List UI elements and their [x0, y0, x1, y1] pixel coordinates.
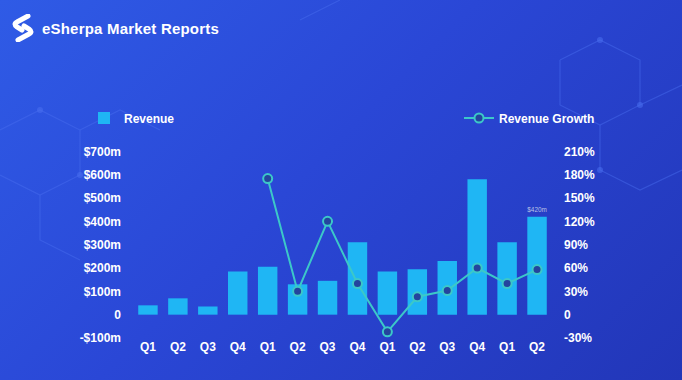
svg-text:Q1: Q1	[379, 340, 395, 354]
svg-text:Q3: Q3	[200, 340, 216, 354]
svg-text:Q4: Q4	[349, 340, 365, 354]
svg-text:$420m: $420m	[527, 206, 546, 213]
svg-text:0: 0	[114, 308, 121, 322]
svg-text:Q4: Q4	[469, 340, 485, 354]
svg-text:-$100m: -$100m	[80, 331, 121, 345]
svg-text:$400m: $400m	[84, 215, 121, 229]
svg-text:$100m: $100m	[84, 285, 121, 299]
svg-text:Q2: Q2	[290, 340, 306, 354]
svg-text:Q2: Q2	[170, 340, 186, 354]
svg-text:Q1: Q1	[260, 340, 276, 354]
svg-text:$500m: $500m	[84, 191, 121, 205]
svg-text:$600m: $600m	[84, 168, 121, 182]
svg-text:210%: 210%	[564, 144, 595, 158]
svg-text:$700m: $700m	[84, 144, 121, 158]
html-text:eSherpa Market Reports: eSherpa Market Reports	[42, 19, 219, 37]
svg-text:Q4: Q4	[230, 340, 246, 354]
svg-text:Q3: Q3	[320, 340, 336, 354]
svg-text:$200m: $200m	[84, 261, 121, 275]
svg-text:$300m: $300m	[84, 238, 121, 252]
svg-text:Q2: Q2	[409, 340, 425, 354]
svg-text:Revenue: Revenue	[124, 112, 174, 126]
svg-text:Q2: Q2	[529, 340, 545, 354]
svg-text:-30%: -30%	[564, 331, 592, 345]
svg-text:0: 0	[564, 308, 571, 322]
svg-text:Revenue Growth: Revenue Growth	[499, 112, 594, 126]
svg-text:120%: 120%	[564, 215, 595, 229]
svg-text:150%: 150%	[564, 191, 595, 205]
svg-text:180%: 180%	[564, 168, 595, 182]
svg-text:Q3: Q3	[439, 340, 455, 354]
svg-text:Q1: Q1	[499, 340, 515, 354]
svg-text:Q1: Q1	[140, 340, 156, 354]
svg-text:60%: 60%	[564, 261, 588, 275]
svg-text:30%: 30%	[564, 285, 588, 299]
svg-text:90%: 90%	[564, 238, 588, 252]
